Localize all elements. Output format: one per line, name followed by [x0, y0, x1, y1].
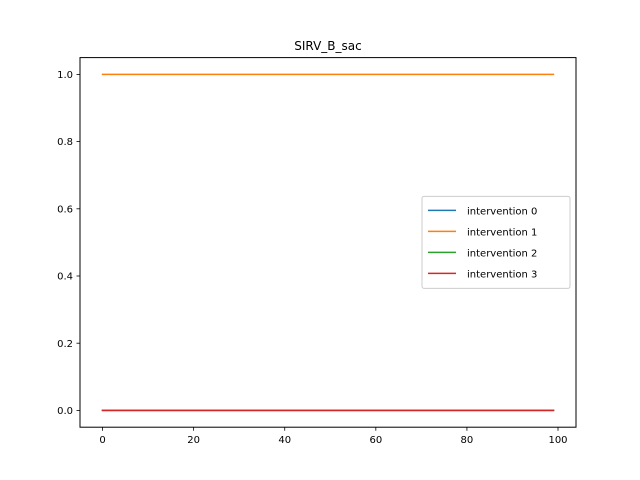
series-layer [101, 73, 555, 412]
legend: intervention 0 intervention 1 intervention… [421, 195, 571, 289]
legend-box [421, 195, 571, 289]
x-tick-label: 60 [369, 435, 382, 446]
y-tick-label: 0.6 [57, 204, 73, 215]
legend-label-intervention-0: intervention 0 [467, 206, 537, 217]
x-tick-label: 0 [99, 435, 105, 446]
y-tick-label: 0.4 [57, 272, 73, 283]
chart-title: SIRV_B_sac [294, 39, 361, 53]
legend-label-intervention-2: intervention 2 [467, 248, 537, 259]
x-tick-label: 40 [278, 435, 291, 446]
y-tick-label: 1.0 [57, 70, 73, 81]
legend-label-intervention-1: intervention 1 [467, 227, 537, 238]
y-tick-label: 0.2 [57, 339, 73, 350]
x-tick-label: 20 [187, 435, 200, 446]
y-axis: 0.0 0.2 0.4 0.6 0.8 1.0 [57, 70, 80, 417]
legend-label-intervention-3: intervention 3 [467, 269, 537, 280]
x-tick-label: 80 [461, 435, 474, 446]
y-tick-label: 0.8 [57, 137, 73, 148]
axes-frame [79, 57, 577, 428]
y-tick-label: 0.0 [57, 406, 73, 417]
x-tick-label: 100 [548, 435, 567, 446]
x-axis: 0 20 40 60 80 100 [99, 427, 568, 446]
